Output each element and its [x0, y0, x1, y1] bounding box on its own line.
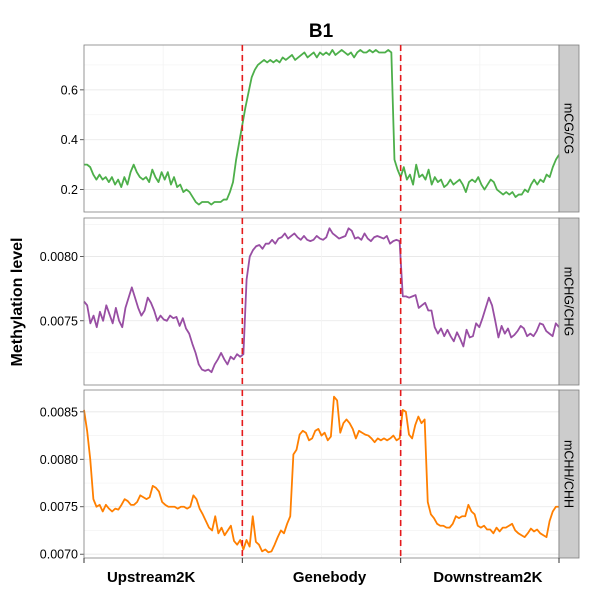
- facet-strip: [558, 44, 580, 213]
- facet-strip-label: mCHG/CHG: [562, 267, 576, 336]
- y-tick-label: 0.2: [61, 183, 78, 197]
- x-axis: Upstream2K Genebody Downstream2K: [83, 558, 560, 586]
- y-tick-label: 0.0075: [40, 500, 78, 514]
- facet-panels: 0.20.40.6mCG/CG0.00750.0080mCHG/CHG0.007…: [40, 44, 580, 562]
- series-line-2: [83, 227, 560, 374]
- facet-strip-label: mCHH/CHH: [562, 440, 576, 508]
- series-line-3: [83, 395, 559, 554]
- series-line-1: [84, 49, 560, 206]
- x-tick-label: Downstream2K: [433, 569, 542, 586]
- chart-title: B1: [309, 21, 334, 42]
- x-tick-label: Upstream2K: [107, 569, 196, 586]
- y-tick-label: 0.6: [61, 83, 78, 97]
- facet-strip: [558, 389, 580, 559]
- y-tick-label: 0.0070: [40, 548, 78, 562]
- panel-2: 0.0075 0.0080 mCHG/CHG: [40, 217, 580, 386]
- panel-3: 0.0070 0.0075 0.0080 0.0085 mCHH/CHH: [40, 389, 580, 562]
- x-tick-label: Genebody: [293, 569, 367, 586]
- y-tick-label: 0.4: [61, 133, 78, 147]
- facet-strip-label: mCG/CG: [562, 103, 576, 154]
- panel-1: 0.2 0.4 0.6 mCG/CG: [61, 44, 580, 213]
- y-tick-label: 0.0080: [40, 453, 78, 467]
- y-axis-label: Methylation level: [9, 238, 26, 367]
- facet-strip: [558, 217, 580, 386]
- y-tick-label: 0.0080: [40, 250, 78, 264]
- region-boundaries: [241, 45, 402, 558]
- y-tick-label: 0.0075: [40, 314, 78, 328]
- y-tick-label: 0.0085: [40, 405, 78, 419]
